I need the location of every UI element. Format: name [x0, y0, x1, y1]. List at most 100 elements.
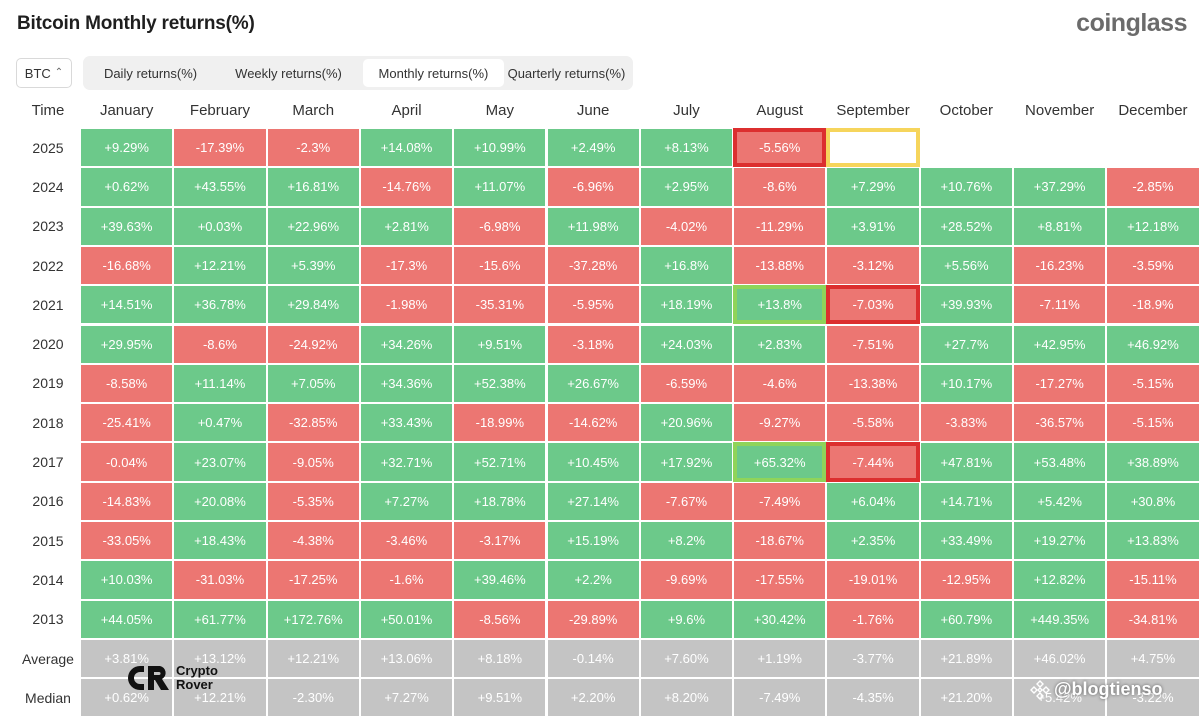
cell-2021-april: -1.98%: [360, 286, 453, 324]
cell-2017-september: -7.44%: [827, 443, 919, 481]
column-header-may: May: [485, 101, 514, 119]
cell-2015-october: +33.49%: [920, 522, 1012, 560]
cell-2018-september: -5.58%: [827, 404, 919, 442]
chevron-up-down-icon: ⌃: [54, 67, 64, 78]
cell-median-september: -4.35%: [827, 679, 919, 717]
returns-heatmap: Time January February March April May June July…: [0, 92, 1200, 717]
cell-2023-october: +28.52%: [920, 207, 1012, 245]
cell-2015-may: -3.17%: [454, 522, 546, 560]
cell-2014-may: +39.46%: [454, 561, 546, 599]
cell-2022-may: -15.6%: [454, 246, 546, 285]
cell-2023-june: +11.98%: [547, 207, 639, 245]
cell-median-march: -2.30%: [267, 679, 359, 717]
cell-2020-november: +42.95%: [1014, 325, 1106, 363]
tab-weekly-returns[interactable]: Weekly returns(%): [235, 65, 342, 81]
cell-2025-may: +10.99%: [454, 129, 546, 167]
cell-median-february: +12.21%: [174, 679, 266, 717]
tab-daily-returns[interactable]: Daily returns(%): [103, 65, 198, 81]
cell-2019-october: +10.17%: [920, 364, 1012, 403]
cell-2020-april: +34.26%: [360, 325, 453, 363]
cell-2023-august: -11.29%: [734, 207, 826, 245]
cell-2020-july: +24.03%: [640, 325, 733, 363]
cell-2024-february: +43.55%: [174, 168, 266, 206]
cell-2025-july: +8.13%: [640, 129, 733, 167]
cell-2021-february: +36.78%: [174, 286, 266, 324]
page-title: Bitcoin Monthly returns(%): [17, 13, 255, 34]
cell-2021-december: -18.9%: [1107, 286, 1199, 324]
coin-selector-value: BTC: [24, 65, 51, 81]
cell-2018-december: -5.15%: [1107, 404, 1199, 442]
cell-2016-september: +6.04%: [827, 482, 919, 520]
row-label-2013: 2013: [32, 611, 64, 628]
cell-median-august: -7.49%: [734, 679, 826, 717]
cell-2019-june: +26.67%: [547, 364, 639, 403]
cell-2016-august: -7.49%: [734, 482, 826, 520]
cell-2019-march: +7.05%: [267, 364, 359, 403]
column-header-november: November: [1025, 101, 1095, 119]
cell-2025-january: +9.29%: [81, 129, 173, 167]
cell-average-october: +21.89%: [920, 639, 1012, 678]
cell-2023-may: -6.98%: [454, 207, 546, 245]
cell-2024-july: +2.95%: [640, 168, 733, 206]
cell-2014-september: -19.01%: [827, 561, 919, 599]
cell-2025-december: [1107, 129, 1199, 167]
column-header-june: June: [576, 101, 610, 119]
cell-2015-august: -18.67%: [734, 522, 826, 560]
cell-2020-may: +9.51%: [454, 325, 546, 363]
cell-2015-september: +2.35%: [827, 522, 919, 560]
crypto-rover-watermark: Crypto Rover: [126, 664, 218, 692]
cell-2025-february: -17.39%: [174, 129, 266, 167]
time-column-header: Time: [31, 101, 65, 119]
cell-2016-july: -7.67%: [640, 482, 733, 520]
column-header-april: April: [391, 101, 422, 119]
cell-2016-october: +14.71%: [920, 482, 1012, 520]
coin-selector[interactable]: BTC ⌃: [16, 58, 72, 88]
cell-2014-august: -17.55%: [734, 561, 826, 599]
tab-quarterly-returns[interactable]: Quarterly returns(%): [507, 65, 626, 81]
cell-2018-october: -3.83%: [920, 404, 1012, 442]
cell-2020-february: -8.6%: [174, 325, 266, 363]
blogtienso-watermark: @blogtienso: [1030, 679, 1163, 700]
cell-2018-august: -9.27%: [734, 404, 826, 442]
cell-2025-april: +14.08%: [360, 129, 453, 167]
row-label-2017: 2017: [32, 454, 64, 471]
cell-2020-december: +46.92%: [1107, 325, 1199, 363]
cell-2019-december: -5.15%: [1107, 364, 1199, 403]
cell-2013-october: +60.79%: [920, 600, 1012, 638]
cell-average-december: +4.75%: [1107, 639, 1199, 678]
cell-2019-july: -6.59%: [640, 364, 733, 403]
row-label-average: Average: [22, 650, 74, 667]
cell-2015-june: +15.19%: [547, 522, 639, 560]
crypto-rover-text: Crypto Rover: [176, 664, 218, 692]
cell-2016-december: +30.8%: [1107, 482, 1199, 520]
cell-2024-october: +10.76%: [920, 168, 1012, 206]
cell-2020-october: +27.7%: [920, 325, 1012, 363]
tab-monthly-returns[interactable]: Monthly returns(%): [362, 59, 504, 87]
cell-2025-june: +2.49%: [547, 129, 639, 167]
cell-2013-april: +50.01%: [360, 600, 453, 638]
cell-2013-december: -34.81%: [1107, 600, 1199, 638]
cell-average-march: +12.21%: [267, 639, 359, 678]
cell-median-july: +8.20%: [640, 679, 733, 717]
cell-2023-february: +0.03%: [174, 207, 266, 245]
cell-2022-march: +5.39%: [267, 246, 359, 285]
cell-2022-april: -17.3%: [360, 246, 453, 285]
row-label-2020: 2020: [32, 336, 64, 353]
row-label-2024: 2024: [32, 178, 64, 195]
cell-2015-january: -33.05%: [81, 522, 173, 560]
cell-2014-april: -1.6%: [360, 561, 453, 599]
cell-2024-april: -14.76%: [360, 168, 453, 206]
cell-2017-november: +53.48%: [1014, 443, 1106, 481]
brand-logo: coinglass: [1076, 9, 1187, 37]
cell-2021-november: -7.11%: [1014, 286, 1106, 324]
cell-2017-april: +32.71%: [360, 443, 453, 481]
cell-2014-january: +10.03%: [81, 561, 173, 599]
cell-2013-june: -29.89%: [547, 600, 639, 638]
cell-2025-november: [1014, 129, 1106, 167]
cell-2018-november: -36.57%: [1014, 404, 1106, 442]
column-header-january: January: [99, 101, 154, 119]
cell-2017-june: +10.45%: [547, 443, 639, 481]
cell-2013-july: +9.6%: [640, 600, 733, 638]
cell-2024-may: +11.07%: [454, 168, 546, 206]
cell-2021-august: +13.8%: [734, 286, 826, 324]
